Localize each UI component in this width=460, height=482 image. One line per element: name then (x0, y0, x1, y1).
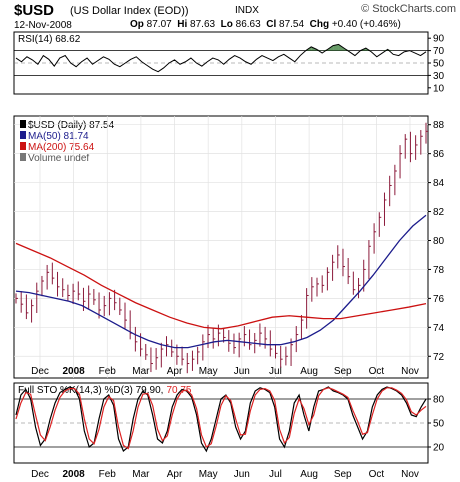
rsi-y-tick-label: 90 (433, 34, 445, 45)
price-y-tick-label: 84 (433, 178, 445, 189)
price-y-tick-label: 80 (433, 236, 445, 247)
price-x-tick-label: Dec (31, 366, 49, 377)
sto-x-tick-label: Aug (300, 469, 318, 480)
change-value: +0.40 (+0.46%) (331, 19, 401, 30)
ma50-legend: MA(50) 81.74 (28, 131, 89, 142)
rsi-y-tick-label: 50 (433, 59, 445, 70)
sto-legend-k: Full STO %K(14,3) %D(3) 79.90, (18, 385, 163, 396)
price-x-tick-label: Nov (401, 366, 419, 377)
sto-y-tick-label: 20 (433, 443, 445, 454)
rsi-y-tick-label: 70 (433, 46, 445, 57)
volume-legend-swatch (20, 153, 26, 161)
rsi-y-tick-label: 30 (433, 71, 445, 82)
high-value: 87.63 (190, 19, 216, 30)
ma200-legend: MA(200) 75.64 (28, 142, 95, 153)
ma200-line (15, 242, 427, 330)
sto-legend: Full STO %K(14,3) %D(3) 79.90, 70.75 (18, 385, 192, 396)
rsi-legend: RSI(14) 68.62 (18, 34, 81, 45)
sto-x-tick-label: Nov (401, 469, 419, 480)
symbol: $USD (14, 2, 55, 19)
sto-x-tick-label: Dec (31, 469, 49, 480)
sto-y-tick-label: 50 (433, 419, 445, 430)
price-legend-swatch (20, 120, 26, 128)
price-x-tick-label: Mar (132, 366, 150, 377)
price-x-tick-label: Feb (99, 366, 117, 377)
exchange: INDX (235, 5, 259, 16)
price-y-tick-label: 88 (433, 120, 445, 131)
date: 12-Nov-2008 (14, 20, 72, 31)
close-label: Cl (266, 19, 277, 30)
rsi-overbought-fill (365, 48, 372, 51)
quote-line: Op 87.07 Hi 87.63 Lo 86.63 Cl 87.54 Chg … (130, 19, 401, 30)
price-x-tick-label: Aug (300, 366, 318, 377)
price-y-tick-label: 78 (433, 265, 445, 276)
rsi-overbought-fill (333, 44, 339, 51)
sto-x-tick-label: May (199, 469, 218, 480)
ma50-line (15, 214, 427, 349)
change-label: Chg (309, 19, 330, 30)
price-x-tick-label: Jun (234, 366, 250, 377)
low-value: 86.63 (235, 19, 261, 30)
price-x-tick-label: Oct (369, 366, 385, 377)
price-panel: $USD (Daily) 87.54 MA(50) 81.74 MA(200) … (13, 115, 429, 379)
high-label: Hi (177, 19, 188, 30)
price-x-tick-label: 2008 (63, 366, 86, 377)
price-x-tick-label: Sep (334, 366, 352, 377)
price-y-tick-label: 74 (433, 323, 445, 334)
sto-d-line (15, 387, 427, 450)
sto-x-tick-label: 2008 (63, 469, 86, 480)
sto-x-tick-label: Mar (132, 469, 150, 480)
rsi-overbought-fill (338, 44, 344, 51)
price-x-tick-label: Jul (269, 366, 282, 377)
sto-y-tick-label: 80 (433, 395, 445, 406)
price-frame (13, 115, 429, 379)
open-value: 87.07 (146, 19, 172, 30)
instrument-name: (US Dollar Index (EOD)) (70, 5, 189, 17)
sto-x-tick-label: Apr (167, 469, 183, 480)
close-value: 87.54 (279, 19, 305, 30)
ma200-legend-swatch (20, 142, 26, 150)
brand: © StockCharts.com (361, 3, 456, 15)
sto-x-tick-label: Jun (234, 469, 250, 480)
price-y-tick-label: 72 (433, 352, 445, 363)
volume-legend: Volume undef (28, 153, 89, 164)
sto-x-tick-label: Jul (269, 469, 282, 480)
ma50-legend-swatch (20, 131, 26, 139)
rsi-overbought-fill (344, 48, 350, 51)
low-label: Lo (220, 19, 233, 30)
price-x-tick-label: Apr (167, 366, 183, 377)
price-y-tick-label: 86 (433, 149, 445, 160)
price-legend: $USD (Daily) 87.54 (28, 120, 115, 131)
open-label: Op (130, 19, 144, 30)
rsi-y-tick-label: 10 (433, 83, 445, 94)
price-y-tick-label: 76 (433, 294, 445, 305)
rsi-line (15, 43, 427, 73)
sto-k-line (15, 386, 427, 453)
sto-x-tick-label: Sep (334, 469, 352, 480)
sto-x-tick-label: Feb (99, 469, 117, 480)
price-x-tick-label: May (199, 366, 218, 377)
sto-x-tick-label: Oct (369, 469, 385, 480)
price-y-tick-label: 82 (433, 207, 445, 218)
sto-legend-d: 70.75 (166, 385, 191, 396)
